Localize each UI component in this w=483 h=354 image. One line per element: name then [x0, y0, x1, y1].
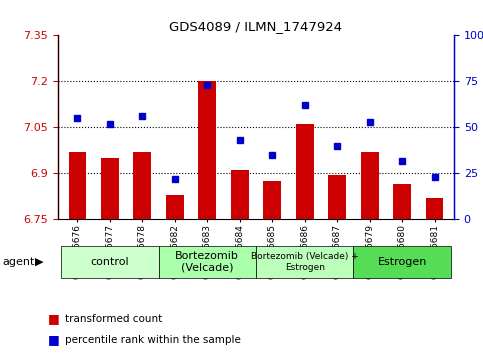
Bar [426, 198, 443, 219]
Bar [231, 170, 249, 219]
Bar [296, 124, 313, 219]
Text: agent: agent [2, 257, 35, 267]
Bar [61, 246, 158, 278]
Text: ■: ■ [48, 333, 60, 346]
Bar [101, 158, 119, 219]
Bar [393, 184, 411, 219]
Text: percentile rank within the sample: percentile rank within the sample [65, 335, 241, 345]
Text: control: control [91, 257, 129, 267]
Bar [361, 152, 379, 219]
Bar [328, 175, 346, 219]
Text: transformed count: transformed count [65, 314, 162, 324]
Bar [354, 246, 451, 278]
Bar [256, 246, 354, 278]
Text: Bortezomib
(Velcade): Bortezomib (Velcade) [175, 251, 239, 273]
Bar [158, 246, 256, 278]
Text: Estrogen: Estrogen [377, 257, 427, 267]
Title: GDS4089 / ILMN_1747924: GDS4089 / ILMN_1747924 [170, 20, 342, 33]
Bar [133, 152, 151, 219]
Text: Bortezomib (Velcade) +
Estrogen: Bortezomib (Velcade) + Estrogen [251, 252, 358, 272]
Bar [199, 81, 216, 219]
Bar [263, 181, 281, 219]
Text: ▶: ▶ [35, 257, 43, 267]
Text: ■: ■ [48, 312, 60, 325]
Bar [69, 152, 86, 219]
Bar [166, 195, 184, 219]
